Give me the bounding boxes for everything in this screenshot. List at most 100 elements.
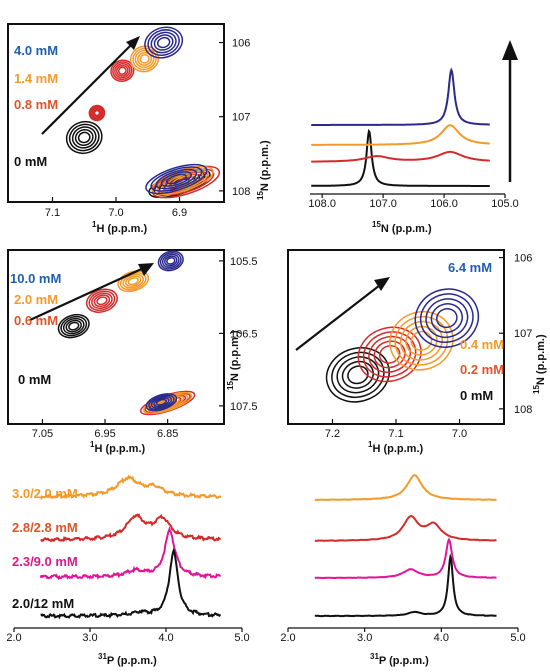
panel-f-xtick-3: 3.0	[357, 632, 372, 644]
panelC-contour-black-0-1	[60, 315, 88, 337]
panel-a-ytick-106: 106	[232, 38, 250, 50]
panelD-contour-blue-0-2	[425, 298, 469, 339]
panel-b: 108.0 107.0 106.0 105.0 15N (p.p.m.)	[308, 40, 519, 235]
panelC-contour-orange-0-3	[125, 275, 142, 287]
panelC-contour-blue-0-2	[161, 253, 180, 269]
panel-a-legend-4-0: 4.0 mM	[14, 43, 58, 58]
panel-d-y-label: 15N (p.p.m.)	[532, 334, 547, 394]
panelA-contour-orange-0-1	[132, 47, 157, 71]
panel-b-x-label: 15N (p.p.m.)	[372, 220, 432, 235]
panelA-contour-blue-1-3	[160, 171, 193, 187]
panel-a-y-label: 15N (p.p.m.)	[256, 140, 271, 200]
panelC-contour-red-0-0	[85, 288, 118, 313]
panelC-contour-black-0-4	[68, 321, 80, 331]
panelB-trace-blue	[311, 67, 490, 126]
panelC-contour-black-0-0	[57, 313, 90, 339]
panelB-trace-black	[311, 128, 490, 187]
panelF-trace-magenta	[314, 537, 497, 580]
panelA-contour-red-0-1	[112, 61, 133, 81]
panelA-contour-blue-1-0	[145, 163, 208, 195]
panelC-contour-red-0-1	[88, 290, 116, 311]
panel-a-contours	[65, 26, 221, 199]
panelA-contour-red-1-2	[91, 107, 103, 119]
panel-b-x-ticks: 108.0 107.0 106.0 105.0	[308, 194, 519, 210]
panelC-contour-black-0-3	[65, 319, 82, 333]
panel-e-legend-3-2: 3.0/2.0 mM	[12, 486, 78, 501]
panelC-contour-orange-0-0	[117, 270, 150, 293]
panelD-contour-red-0-0	[357, 326, 422, 383]
panel-c-y-label: 15N (p.p.m.)	[226, 330, 241, 390]
panelA-contour-blue-0-4	[156, 36, 171, 49]
panel-d-xtick-7-2: 7.2	[325, 428, 340, 440]
panel-c-shift-arrow-line	[29, 264, 149, 322]
panelA-contour-blue-1-2	[155, 168, 198, 190]
panel-a-y-ticks: 106 107 108	[219, 38, 250, 198]
panelC-contour-blue-0-3	[164, 255, 178, 267]
panelD-contour-red-0-3	[373, 340, 406, 369]
panelA-contour-red-0-4	[117, 66, 127, 75]
panel-e-legend-2-8: 2.8/2.8 mM	[12, 520, 78, 535]
panelE-trace-magenta	[39, 525, 222, 581]
panel-c-legend-0: 0 mM	[18, 372, 51, 387]
panel-a-shift-arrow-line	[41, 39, 137, 135]
panelA-contour-black-0-2	[71, 126, 97, 149]
panelD-contour-black-0-3	[341, 360, 374, 389]
panelA-contour-red-1-3	[92, 108, 102, 118]
panelA-contour-black-0-3	[74, 128, 94, 146]
panelC-contour-blue-0-4	[166, 257, 176, 265]
panelA-contour-red-1-1	[89, 106, 105, 120]
panel-d-shift-arrow-line	[295, 281, 385, 351]
panel-a-x-label: 1H (p.p.m.)	[92, 220, 148, 235]
panelD-contour-red-0-2	[368, 335, 412, 373]
panel-c-xtick-6-95: 6.95	[94, 428, 115, 440]
panel-d-y-ticks: 106 107 108	[499, 253, 532, 416]
panel-c-contours	[57, 250, 196, 416]
panelE-trace-red	[40, 513, 221, 543]
panelE-trace-black	[40, 547, 221, 620]
panel-e-x-label: 31P (p.p.m.)	[98, 652, 157, 667]
panelD-contour-red-0-1	[362, 331, 417, 378]
panelA-contour-blue-1-1	[150, 166, 203, 192]
panel-d-shift-arrow-head	[374, 277, 390, 291]
panelA-contour-red-1-0	[88, 104, 106, 122]
panelC-contour-black-0-2	[62, 317, 85, 335]
panel-c-x-label: 1H (p.p.m.)	[90, 440, 146, 455]
panelA-contour-black-0-4	[77, 131, 91, 144]
panel-f-x-label: 31P (p.p.m.)	[370, 652, 429, 667]
panel-b-xtick-107: 107.0	[369, 198, 397, 210]
panelA-contour-black-0-1	[68, 123, 100, 152]
panelD-contour-blue-0-1	[419, 293, 474, 343]
panel-b-traces	[311, 67, 490, 187]
panelB-trace-red	[311, 150, 490, 163]
panel-e-traces	[39, 474, 222, 620]
panelA-contour-red-0-2	[114, 63, 131, 79]
panel-d-x-ticks: 7.2 7.1 7.0	[325, 419, 467, 440]
panelA-contour-orange-0-3	[137, 51, 153, 66]
panel-b-xtick-108: 108.0	[308, 198, 336, 210]
panelA-contour-black-0-0	[65, 120, 103, 155]
panel-a-xtick-7-1: 7.1	[45, 207, 60, 219]
panelD-contour-red-0-4	[378, 345, 401, 364]
panelD-contour-blue-0-0	[414, 288, 480, 348]
panel-e-legend-2-3: 2.3/9.0 mM	[12, 554, 78, 569]
panel-f-x-ticks: 2.0 3.0 4.0 5.0	[280, 628, 526, 644]
panel-e-xtick-5: 5.0	[234, 632, 249, 644]
panel-f-xtick-5: 5.0	[510, 632, 525, 644]
panel-c-y-ticks: 105.5 106.5 107.5	[219, 256, 258, 413]
panel-c-legend-0-6: 0.6 mM	[14, 313, 58, 328]
panel-c-ytick-106-5: 106.5	[230, 328, 258, 340]
panel-d-legend-6-4: 6.4 mM	[448, 260, 492, 275]
panel-a-legend-1-4: 1.4 mM	[14, 71, 58, 86]
panelC-contour-red-0-3	[93, 294, 111, 308]
panel-a-x-ticks: 7.1 7.0 6.9	[45, 197, 187, 219]
panelE-trace-orange	[39, 474, 222, 501]
panel-d-x-label: 1H (p.p.m.)	[368, 440, 424, 455]
panelA-contour-red-1-4	[93, 109, 101, 117]
panel-c-xtick-6-85: 6.85	[157, 428, 178, 440]
panel-c: 10.0 mM 2.0 mM 0.6 mM 0 mM 7.05 6.95 6.8…	[7, 249, 258, 455]
panelA-contour-blue-0-1	[147, 29, 180, 56]
panelD-contour-black-0-2	[336, 356, 380, 394]
panelD-contour-black-0-0	[325, 347, 390, 403]
panel-d-legend-0-4: 0.4 mM	[460, 337, 504, 352]
